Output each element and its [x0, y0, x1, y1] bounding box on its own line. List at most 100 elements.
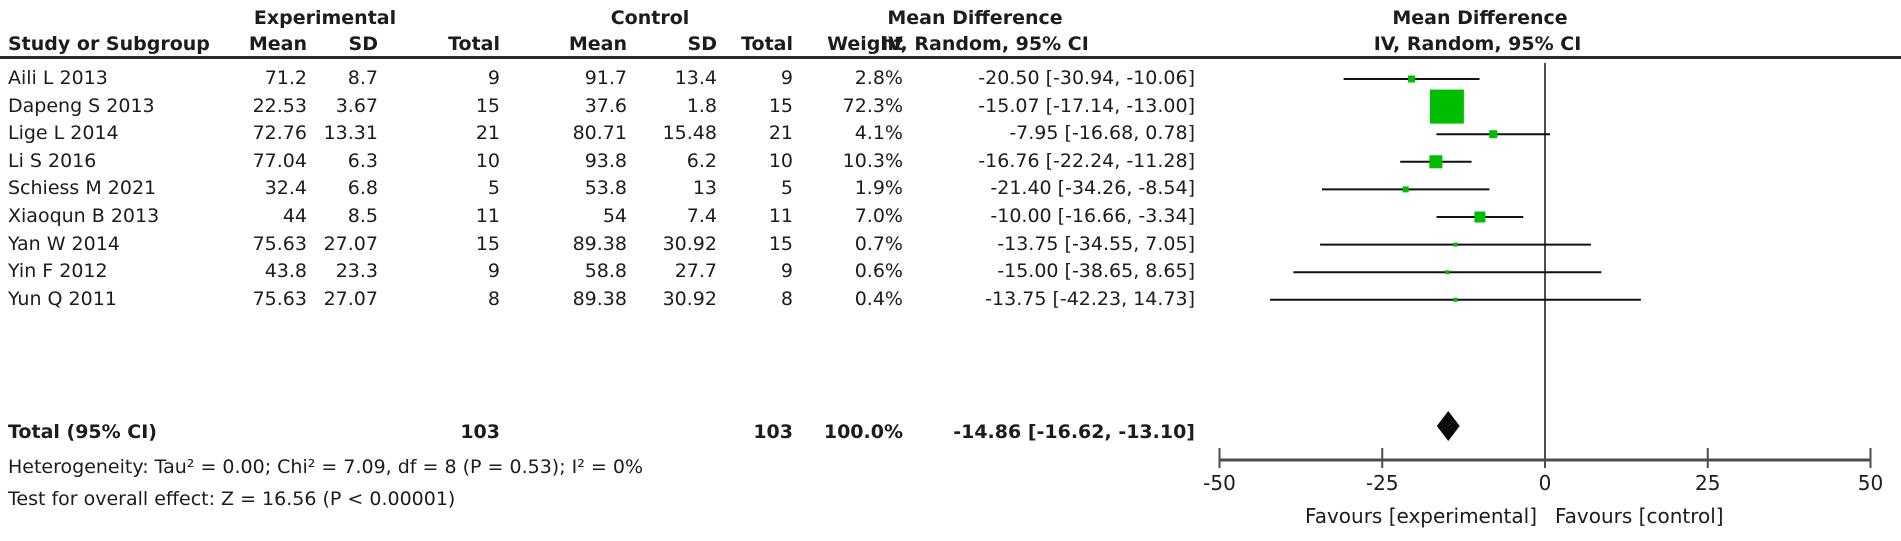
- point-estimate-marker: [1402, 186, 1409, 193]
- exp-total: 5: [487, 177, 500, 199]
- group-header-mean-difference-left: Mean Difference: [887, 7, 1063, 29]
- exp-sd: 23.3: [335, 260, 378, 282]
- ctrl-total: 9: [780, 67, 793, 89]
- ci-text: -20.50 [-30.94, -10.06]: [978, 67, 1195, 89]
- total-ctrl-n: 103: [753, 421, 793, 443]
- col-header-exp-mean: Mean: [248, 33, 307, 55]
- study-name: Dapeng S 2013: [8, 95, 155, 117]
- ctrl-mean: 53.8: [584, 177, 627, 199]
- study-name: Li S 2016: [8, 150, 97, 172]
- col-header-study: Study or Subgroup: [8, 33, 210, 55]
- study-name: Aili L 2013: [8, 67, 108, 89]
- exp-mean: 75.63: [252, 233, 307, 255]
- point-estimate-marker: [1453, 297, 1458, 302]
- exp-mean: 75.63: [252, 288, 307, 310]
- ctrl-sd: 13: [692, 177, 717, 199]
- exp-sd: 27.07: [323, 233, 378, 255]
- ci-text: -13.75 [-34.55, 7.05]: [997, 233, 1195, 255]
- ctrl-sd: 6.2: [686, 150, 717, 172]
- exp-total: 10: [475, 150, 500, 172]
- summary-diamond: [1436, 411, 1460, 441]
- exp-sd: 8.7: [347, 67, 378, 89]
- col-header-ci-left: IV, Random, 95% CI: [881, 33, 1089, 55]
- ctrl-mean: 91.7: [584, 67, 627, 89]
- ci-text: -10.00 [-16.66, -3.34]: [990, 205, 1195, 227]
- total-label: Total (95% CI): [8, 421, 157, 443]
- weight: 10.3%: [842, 150, 903, 172]
- exp-total: 15: [475, 95, 500, 117]
- ctrl-mean: 93.8: [584, 150, 627, 172]
- point-estimate-marker: [1429, 155, 1443, 169]
- heterogeneity-line: Heterogeneity: Tau² = 0.00; Chi² = 7.09,…: [8, 456, 644, 478]
- exp-sd: 13.31: [323, 122, 378, 144]
- overall-effect-line: Test for overall effect: Z = 16.56 (P < …: [8, 488, 456, 510]
- ci-text: -21.40 [-34.26, -8.54]: [990, 177, 1195, 199]
- exp-total: 9: [487, 260, 500, 282]
- ctrl-total: 8: [780, 288, 793, 310]
- axis-tick-label: 0: [1539, 471, 1552, 495]
- point-estimate-marker: [1453, 242, 1458, 247]
- point-estimate-marker: [1474, 211, 1486, 223]
- ctrl-total: 9: [780, 260, 793, 282]
- ci-text: -7.95 [-16.68, 0.78]: [1009, 122, 1195, 144]
- ctrl-sd: 13.4: [674, 67, 717, 89]
- header-divider: [0, 56, 1901, 59]
- study-name: Yin F 2012: [8, 260, 108, 282]
- col-header-exp-sd: SD: [348, 33, 378, 55]
- ctrl-mean: 58.8: [584, 260, 627, 282]
- exp-total: 11: [475, 205, 500, 227]
- group-header-control: Control: [610, 7, 690, 29]
- study-name: Schiess M 2021: [8, 177, 157, 199]
- exp-sd: 6.8: [347, 177, 378, 199]
- col-header-weight: Weight: [827, 33, 903, 55]
- ctrl-total: 15: [768, 233, 793, 255]
- col-header-exp-total: Total: [448, 33, 500, 55]
- exp-sd: 27.07: [323, 288, 378, 310]
- ci-text: -13.75 [-42.23, 14.73]: [985, 288, 1195, 310]
- col-header-ci-right: IV, Random, 95% CI: [1373, 33, 1582, 55]
- exp-mean: 71.2: [264, 67, 307, 89]
- ctrl-total: 15: [768, 95, 793, 117]
- ctrl-sd: 30.92: [662, 288, 717, 310]
- weight: 72.3%: [842, 95, 903, 117]
- exp-total: 15: [475, 233, 500, 255]
- ctrl-sd: 27.7: [674, 260, 717, 282]
- total-ci-text: -14.86 [-16.62, -13.10]: [953, 421, 1195, 443]
- study-name: Xiaoqun B 2013: [8, 205, 160, 227]
- weight: 0.6%: [854, 260, 903, 282]
- col-header-ctrl-mean: Mean: [568, 33, 627, 55]
- favours-control-label: Favours [control]: [1555, 504, 1724, 528]
- axis-tick-label: 25: [1695, 471, 1720, 495]
- weight: 4.1%: [854, 122, 903, 144]
- ci-text: -15.00 [-38.65, 8.65]: [997, 260, 1195, 282]
- study-name: Yan W 2014: [8, 233, 120, 255]
- axis-tick-label: 50: [1858, 471, 1883, 495]
- exp-mean: 72.76: [252, 122, 307, 144]
- point-estimate-marker: [1429, 89, 1464, 124]
- ctrl-sd: 30.92: [662, 233, 717, 255]
- point-estimate-marker: [1408, 75, 1416, 83]
- col-header-ctrl-sd: SD: [687, 33, 717, 55]
- study-name: Lige L 2014: [8, 122, 119, 144]
- ctrl-mean: 89.38: [572, 233, 627, 255]
- exp-total: 9: [487, 67, 500, 89]
- ctrl-total: 5: [780, 177, 793, 199]
- ctrl-total: 11: [768, 205, 793, 227]
- axis-tick-label: -50: [1203, 471, 1236, 495]
- ctrl-sd: 1.8: [686, 95, 717, 117]
- ctrl-mean: 80.71: [572, 122, 627, 144]
- point-estimate-marker: [1445, 270, 1450, 275]
- weight: 1.9%: [854, 177, 903, 199]
- ctrl-mean: 37.6: [584, 95, 627, 117]
- ctrl-mean: 54: [602, 205, 627, 227]
- ctrl-total: 10: [768, 150, 793, 172]
- favours-experimental-label: Favours [experimental]: [1305, 504, 1537, 528]
- ctrl-sd: 7.4: [686, 205, 717, 227]
- exp-total: 21: [475, 122, 500, 144]
- ci-text: -15.07 [-17.14, -13.00]: [978, 95, 1195, 117]
- study-name: Yun Q 2011: [8, 288, 117, 310]
- total-exp-n: 103: [460, 421, 500, 443]
- ci-text: -16.76 [-22.24, -11.28]: [978, 150, 1195, 172]
- exp-mean: 77.04: [252, 150, 307, 172]
